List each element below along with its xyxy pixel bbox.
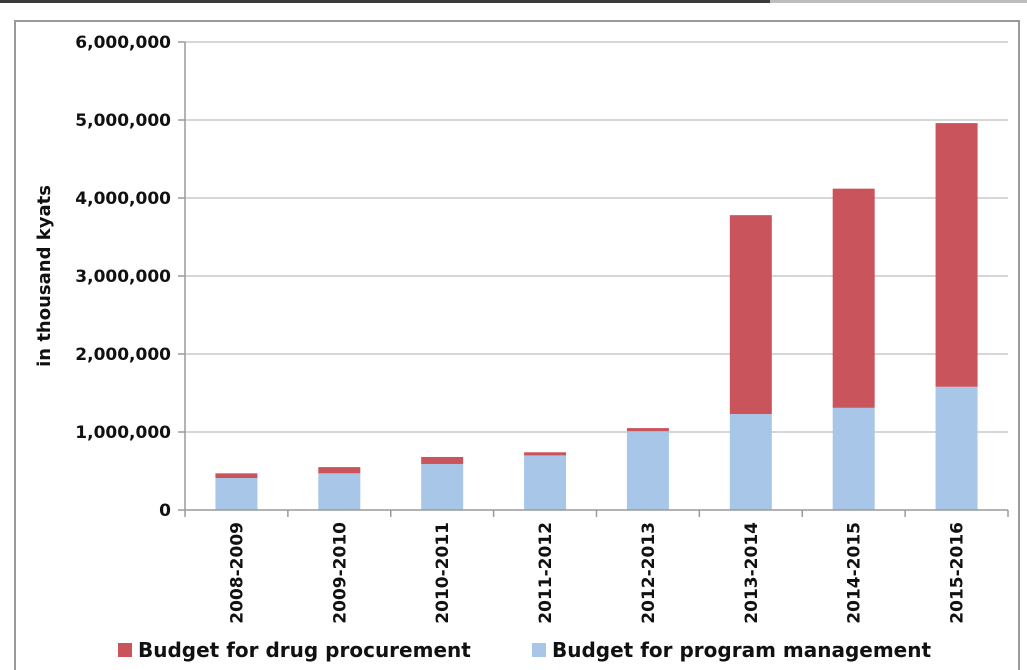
bars bbox=[215, 123, 978, 510]
legend-label-drug-procurement: Budget for drug procurement bbox=[138, 638, 471, 662]
bar-program-management bbox=[215, 478, 258, 510]
legend: Budget for drug procurement Budget for p… bbox=[118, 638, 931, 662]
gridlines bbox=[184, 41, 1008, 510]
y-tick-label: 6,000,000 bbox=[75, 33, 171, 53]
x-tick-label: 2011-2012 bbox=[536, 522, 556, 624]
y-tick-label: 1,000,000 bbox=[75, 423, 171, 443]
bar-program-management bbox=[626, 431, 669, 510]
bar-drug-procurement bbox=[421, 456, 464, 464]
bar-drug-procurement bbox=[215, 473, 258, 479]
x-tick-label: 2008-2009 bbox=[227, 522, 247, 624]
x-tick-label: 2009-2010 bbox=[330, 522, 350, 624]
x-tick-label: 2015-2016 bbox=[948, 522, 968, 624]
bar-program-management bbox=[318, 473, 361, 510]
legend-label-program-management: Budget for program management bbox=[552, 638, 931, 662]
bar-drug-procurement bbox=[626, 428, 669, 432]
x-axis-ticks: 2008-2009 2009-2010 2010-2011 2011-2012 2012… bbox=[184, 510, 1009, 624]
x-tick-label: 2013-2014 bbox=[742, 522, 762, 624]
x-tick-label: 2012-2013 bbox=[639, 522, 659, 624]
bar-drug-procurement bbox=[935, 123, 978, 387]
top-border-bar bbox=[0, 0, 1027, 3]
bar-program-management bbox=[729, 414, 772, 510]
chart-frame bbox=[14, 20, 1020, 670]
legend-swatch-drug-procurement bbox=[118, 643, 132, 657]
y-tick-label: 4,000,000 bbox=[75, 189, 171, 209]
y-tick-label: 0 bbox=[159, 501, 171, 521]
bar-program-management bbox=[524, 455, 567, 510]
y-axis-title: in thousand kyats bbox=[34, 185, 55, 367]
bar-drug-procurement bbox=[729, 215, 772, 415]
bar-program-management bbox=[935, 386, 978, 510]
y-axis-ticks: 0 1,000,000 2,000,000 3,000,000 4,000,000 5,0… bbox=[75, 33, 185, 521]
y-tick-label: 3,000,000 bbox=[75, 267, 171, 287]
x-tick-label: 2010-2011 bbox=[433, 522, 453, 624]
y-tick-label: 2,000,000 bbox=[75, 345, 171, 365]
x-tick-label: 2014-2015 bbox=[845, 522, 865, 624]
bar-drug-procurement bbox=[832, 188, 875, 408]
bar-drug-procurement bbox=[318, 467, 361, 474]
legend-swatch-program-management bbox=[532, 643, 546, 657]
bar-program-management bbox=[421, 463, 464, 510]
y-tick-label: 5,000,000 bbox=[75, 111, 171, 131]
bar-program-management bbox=[832, 407, 875, 510]
bar-drug-procurement bbox=[524, 452, 567, 456]
